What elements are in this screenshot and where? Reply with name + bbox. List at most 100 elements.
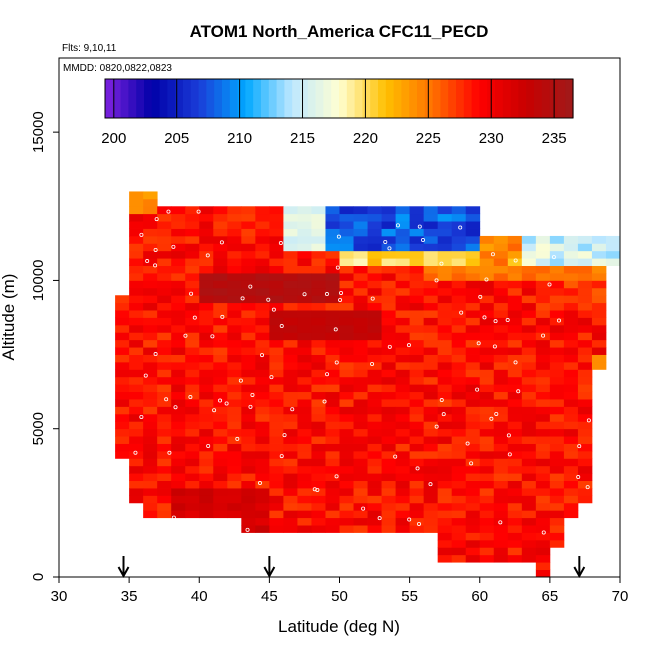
heatmap-cell <box>185 458 200 467</box>
heatmap-cell <box>549 258 565 266</box>
heatmap-cell <box>311 502 326 511</box>
heatmap-cell <box>409 361 425 370</box>
heatmap-cell <box>143 347 158 355</box>
heatmap-cell <box>437 547 453 556</box>
heatmap-cell <box>591 235 607 244</box>
heatmap-cell <box>199 332 214 341</box>
heatmap-cell <box>115 361 130 370</box>
heatmap-cell <box>451 554 467 563</box>
heatmap-cell <box>423 361 439 370</box>
heatmap-cell <box>269 287 284 296</box>
heatmap-cell <box>451 547 467 556</box>
colorbar-segment <box>214 79 223 118</box>
heatmap-cell <box>535 443 551 452</box>
heatmap-cell <box>297 221 312 229</box>
heatmap-cell <box>227 458 242 467</box>
heatmap-cell <box>409 206 425 215</box>
heatmap-cell <box>353 287 368 296</box>
heatmap-cell <box>115 369 130 378</box>
heatmap-cell <box>381 525 396 533</box>
heatmap-cell <box>521 235 537 244</box>
heatmap-cell <box>283 436 298 444</box>
heatmap-cell <box>311 369 326 378</box>
sample-point <box>484 277 489 282</box>
heatmap-cell <box>339 421 354 430</box>
heatmap-cell <box>213 361 228 370</box>
heatmap-cell <box>493 495 509 504</box>
heatmap-cell <box>507 347 523 355</box>
heatmap-cell <box>479 510 495 519</box>
heatmap-cell <box>199 391 214 400</box>
heatmap-cell <box>409 406 425 415</box>
heatmap-cell <box>269 391 284 400</box>
heatmap-cell <box>535 562 551 570</box>
sample-point <box>324 292 329 297</box>
heatmap-cell <box>507 436 523 444</box>
heatmap-cell <box>381 324 396 333</box>
heatmap-cell <box>395 436 411 444</box>
heatmap-cell <box>507 287 523 296</box>
heatmap-cell <box>507 495 523 504</box>
heatmap-cell <box>283 361 298 370</box>
heatmap-cell <box>535 495 551 504</box>
heatmap-cell <box>367 324 382 333</box>
heatmap-cell <box>507 324 523 333</box>
heatmap-cell <box>269 213 284 222</box>
heatmap-cell <box>185 495 200 504</box>
heatmap-cell <box>171 480 186 489</box>
flight-arrow-head <box>117 566 130 579</box>
heatmap-cell <box>409 399 425 407</box>
heatmap-cell <box>577 339 593 348</box>
heatmap-cell <box>143 421 158 430</box>
heatmap-cell <box>353 495 368 504</box>
heatmap-cell <box>297 443 312 452</box>
heatmap-cell <box>591 265 607 274</box>
heatmap-cell <box>367 399 382 407</box>
heatmap-cell <box>157 221 172 229</box>
colorbar-segment <box>440 79 449 118</box>
heatmap-cell <box>591 295 607 304</box>
heatmap-cell <box>185 488 200 496</box>
colorbar-segment <box>237 79 246 118</box>
heatmap-cell <box>437 235 453 244</box>
sample-point <box>312 487 317 492</box>
heatmap-cell <box>409 450 425 459</box>
heatmap-cell <box>353 310 368 318</box>
heatmap-cell <box>241 391 256 400</box>
heatmap-cell <box>465 213 481 222</box>
heatmap-cell <box>423 287 439 296</box>
heatmap-cell <box>577 295 593 304</box>
sample-point <box>266 297 271 302</box>
heatmap-cell <box>381 406 396 415</box>
heatmap-cell <box>451 465 467 474</box>
heatmap-cell <box>339 443 354 452</box>
heatmap-cell <box>143 510 158 519</box>
heatmap-cell <box>493 554 509 563</box>
heatmap-cell <box>465 310 481 318</box>
heatmap-cell <box>381 369 396 378</box>
heatmap-cell <box>563 317 579 326</box>
heatmap-cell <box>297 510 312 519</box>
heatmap-cell <box>199 399 214 407</box>
heatmap-cell <box>227 510 242 519</box>
heatmap-cell <box>549 488 565 496</box>
heatmap-cell <box>339 354 354 363</box>
heatmap-cell <box>129 413 144 422</box>
heatmap-cell <box>563 287 579 296</box>
heatmap-cell <box>451 339 467 348</box>
heatmap-cell <box>493 532 509 541</box>
heatmap-cell <box>115 399 130 407</box>
heatmap-cell <box>381 310 396 318</box>
heatmap-cell <box>255 510 270 519</box>
heatmap-cell <box>423 302 439 311</box>
heatmap-cell <box>129 213 144 222</box>
heatmap-cell <box>521 258 537 266</box>
heatmap-cell <box>549 480 565 489</box>
heatmap-cell <box>549 391 565 400</box>
heatmap-cell <box>577 332 593 341</box>
sample-point <box>547 282 552 287</box>
heatmap-cell <box>395 406 411 415</box>
heatmap-cell <box>451 213 467 222</box>
heatmap-cell <box>199 458 214 467</box>
heatmap-cell <box>479 302 495 311</box>
